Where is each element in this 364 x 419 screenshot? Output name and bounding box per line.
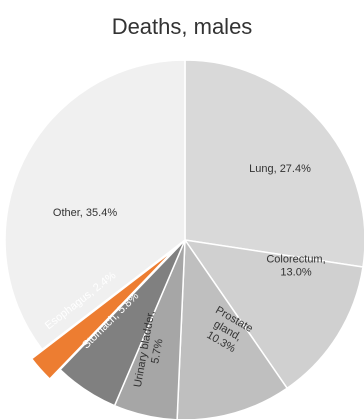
pie-slice-prostate-gland [176, 237, 289, 419]
slice-label-line: Lung, 27.4% [249, 163, 311, 175]
pie-slice-esophagus [30, 248, 176, 381]
slice-label-lung: Lung, 27.4% [249, 163, 311, 175]
pie-slice-colorectum [183, 238, 364, 390]
slice-label-line: Colorectum, [266, 254, 325, 266]
chart-title: Deaths, males [111, 14, 253, 39]
slice-label-line: 13.0% [280, 267, 311, 279]
pie-slice-other [4, 59, 186, 351]
slice-label-line: Other, 35.4% [53, 207, 117, 219]
pie-slice-lung [184, 59, 364, 268]
pie-slice-stomach [59, 239, 186, 407]
slice-label-colorectum: Colorectum,13.0% [266, 254, 325, 279]
slice-label-line: 5.7% [149, 338, 165, 365]
slice-label-other: Other, 35.4% [53, 207, 117, 219]
